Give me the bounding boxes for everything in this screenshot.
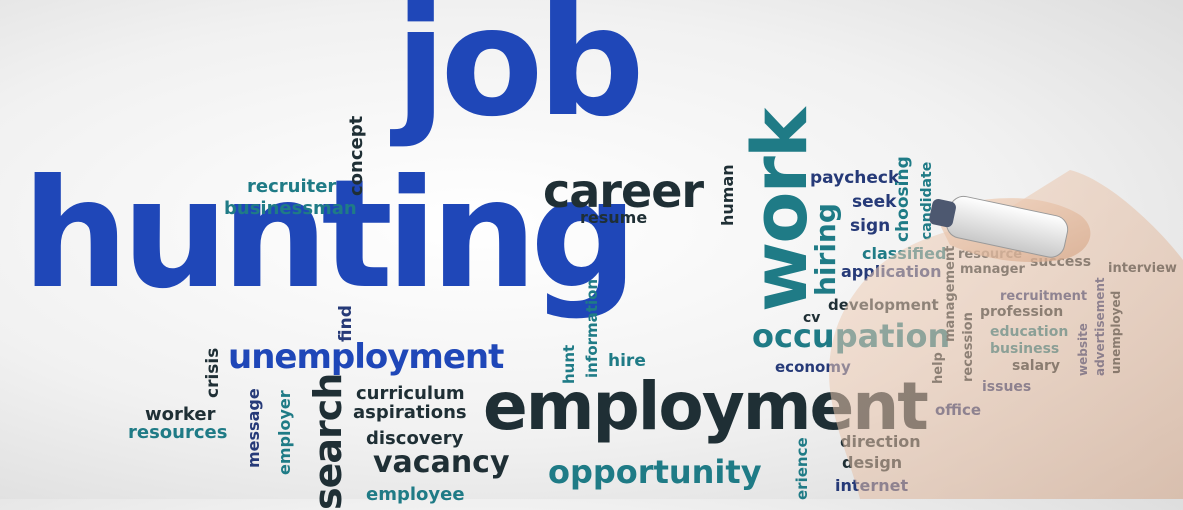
word-unemployment: unemployment (228, 337, 504, 377)
word-discovery: discovery (366, 428, 464, 449)
word-opportunity: opportunity (548, 453, 762, 491)
word-job: job (395, 0, 645, 150)
word-career: career (543, 164, 704, 218)
word-vacancy: vacancy (373, 445, 510, 480)
word-cv: cv (803, 310, 821, 326)
word-resume: resume (580, 208, 648, 227)
hand-with-marker (829, 170, 1183, 499)
word-businessman: businessman (224, 198, 357, 219)
word-sign: sign (850, 216, 891, 236)
word-hire: hire (608, 351, 646, 371)
word-curriculum: curriculum (356, 383, 465, 404)
word-paycheck: paycheck (810, 168, 900, 188)
word-worker: worker (145, 404, 216, 425)
job-hunting-word-cloud: job hunting work career resume human pay… (22, 0, 1183, 510)
word-resources: resources (128, 422, 228, 443)
word-recruiter: recruiter (247, 176, 337, 197)
word-seek: seek (852, 192, 897, 212)
word-hunting: hunting (22, 148, 638, 322)
word-aspirations: aspirations (353, 402, 467, 423)
